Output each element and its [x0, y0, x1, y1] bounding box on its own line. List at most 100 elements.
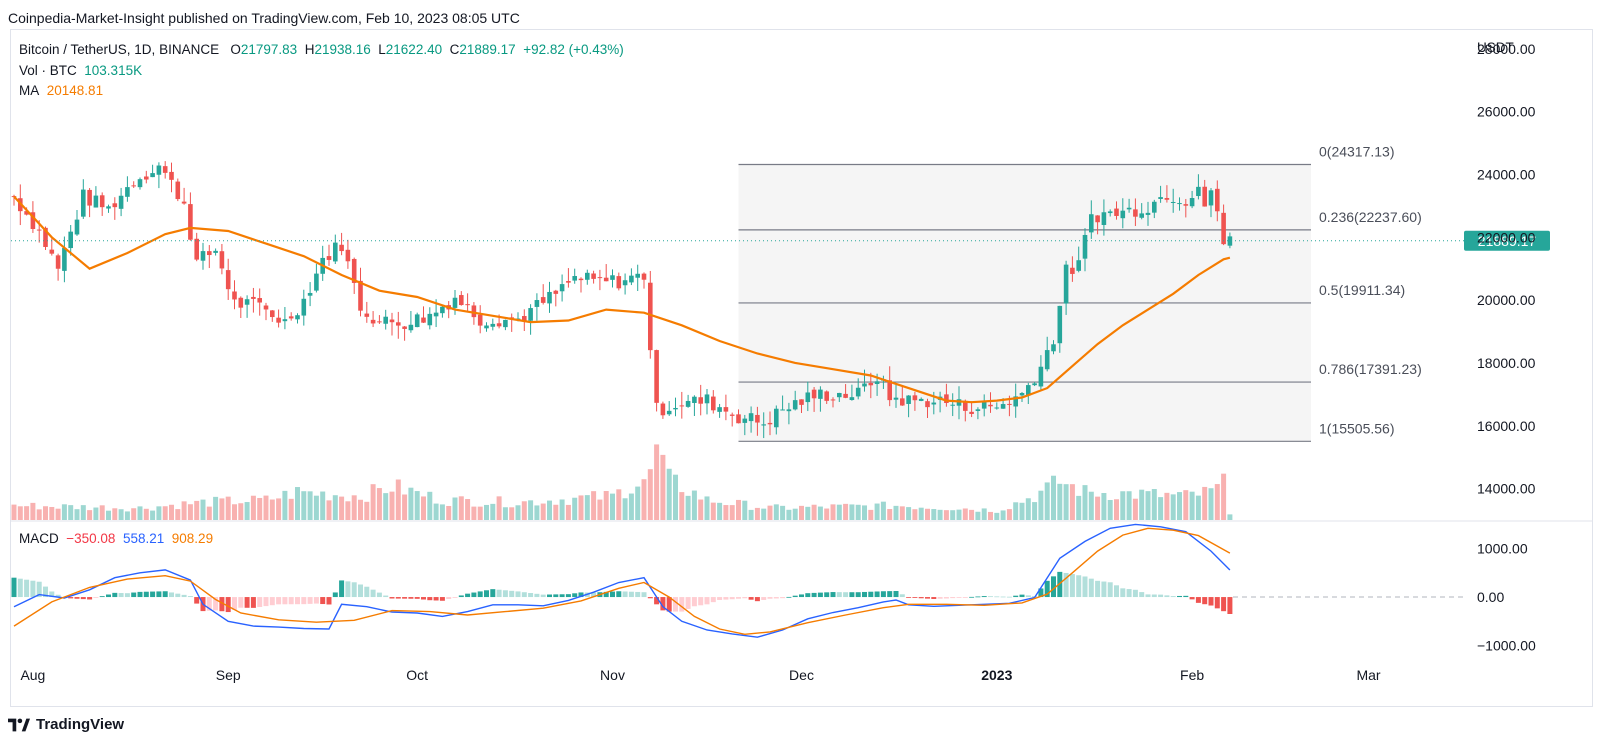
macd-histogram-bar	[628, 591, 634, 598]
candle-body	[591, 273, 596, 279]
macd-histogram-bar	[572, 593, 578, 598]
macd-histogram-bar	[364, 586, 370, 598]
volume-bar	[106, 510, 111, 520]
volume-bar	[93, 507, 99, 520]
tradingview-footer[interactable]: TradingView	[8, 716, 124, 733]
macd-histogram-bar	[1038, 588, 1044, 598]
candle-body	[225, 270, 231, 290]
volume-bar	[925, 508, 930, 520]
macd-histogram-bar	[1214, 597, 1220, 609]
volume-bar	[1177, 492, 1182, 520]
candle-body	[364, 313, 370, 317]
macd-histogram-bar	[1069, 574, 1075, 598]
candle-body	[792, 400, 798, 410]
volume-bar	[1189, 491, 1195, 520]
candle-body	[244, 299, 250, 305]
candle-body	[925, 401, 930, 408]
macd-histogram-bar	[780, 597, 786, 599]
fib-level-label: 0.5(19911.34)	[1319, 282, 1405, 298]
candle-body	[440, 306, 445, 314]
volume-bar	[610, 493, 615, 520]
macd-histogram-bar	[477, 591, 483, 598]
volume-bar	[288, 498, 294, 520]
macd-histogram-bar	[673, 597, 678, 612]
candle-body	[169, 171, 174, 180]
volume-bar	[698, 499, 704, 520]
candle-body	[251, 296, 256, 299]
candle-body	[1082, 234, 1088, 259]
candle-body	[767, 422, 773, 425]
macd-histogram-bar	[320, 597, 326, 605]
macd-histogram-bar	[767, 597, 773, 599]
candle-body	[1095, 215, 1100, 223]
volume-bar	[1006, 509, 1012, 520]
macd-histogram-bar	[748, 597, 754, 600]
candle-body	[648, 282, 653, 351]
macd-histogram-bar	[112, 592, 118, 598]
macd-histogram-bar	[880, 591, 886, 598]
volume-bar	[351, 495, 357, 520]
volume-bar	[975, 511, 981, 520]
macd-histogram-bar	[868, 591, 874, 598]
moving-average-line	[13, 195, 1231, 404]
volume-bar	[402, 494, 408, 520]
candle-body	[1089, 214, 1094, 233]
candle-body	[1196, 186, 1201, 197]
macd-histogram-bar	[1063, 572, 1069, 598]
volume-bar	[1151, 489, 1157, 520]
macd-histogram-bar	[565, 594, 571, 598]
macd-histogram-bar	[1019, 594, 1025, 598]
macd-histogram-bar	[981, 596, 987, 598]
candle-body	[93, 195, 99, 208]
volume-bar	[370, 484, 376, 520]
time-axis-label: Dec	[789, 667, 814, 683]
candle-body	[1044, 350, 1050, 370]
macd-histogram-bar	[849, 592, 855, 598]
volume-bar	[868, 509, 874, 520]
volume-bar	[899, 506, 905, 520]
macd-histogram-bar	[729, 597, 735, 600]
macd-histogram-bar	[1158, 594, 1164, 598]
volume-bar	[36, 509, 42, 520]
candle-body	[918, 398, 924, 401]
macd-histogram-bar	[521, 592, 527, 598]
macd-histogram-bar	[156, 591, 162, 598]
low-label: L	[378, 42, 386, 57]
volume-bar	[118, 509, 124, 520]
candle-body	[635, 273, 640, 278]
volume-bar	[465, 499, 471, 520]
volume-bar	[477, 506, 483, 520]
macd-histogram-bar	[276, 597, 282, 605]
macd-histogram-bar	[282, 597, 288, 605]
macd-histogram-bar	[704, 597, 710, 605]
candle-body	[1227, 236, 1233, 246]
volume-bar	[1164, 492, 1170, 520]
volume-bar	[427, 491, 433, 520]
macd-histogram-bar	[811, 592, 817, 598]
candle-body	[547, 291, 552, 304]
volume-bar	[1214, 484, 1220, 520]
candle-body	[761, 424, 766, 426]
time-axis-label: Aug	[20, 667, 45, 683]
volume-bar	[43, 506, 48, 520]
price-chart-svg[interactable]: 0(24317.13) 0.236(22237.60) 0.5(19911.34) 0…	[11, 30, 1592, 706]
volume-bar	[1013, 502, 1019, 520]
candle-body	[975, 409, 981, 411]
macd-histogram-bar	[988, 596, 993, 598]
macd-histogram-bar	[950, 597, 956, 599]
macd-histogram-bar	[754, 597, 760, 602]
candle-body	[1038, 366, 1044, 387]
candle-body	[307, 292, 313, 296]
macd-histogram-bar	[559, 594, 565, 598]
candle-body	[862, 383, 867, 387]
candle-body	[774, 408, 779, 428]
volume-bar	[1195, 495, 1201, 520]
candle-body	[232, 291, 237, 300]
macd-histogram-bar	[446, 597, 452, 599]
volume-bar	[969, 509, 975, 520]
macd-histogram-bar	[87, 597, 93, 600]
price-tick-label: 22000.00	[1477, 229, 1536, 245]
volume-bar	[213, 496, 219, 520]
symbol-legend: Bitcoin / TetherUS, 1D, BINANCE O21797.8…	[19, 42, 624, 57]
change-value: +92.82 (+0.43%)	[523, 42, 624, 57]
